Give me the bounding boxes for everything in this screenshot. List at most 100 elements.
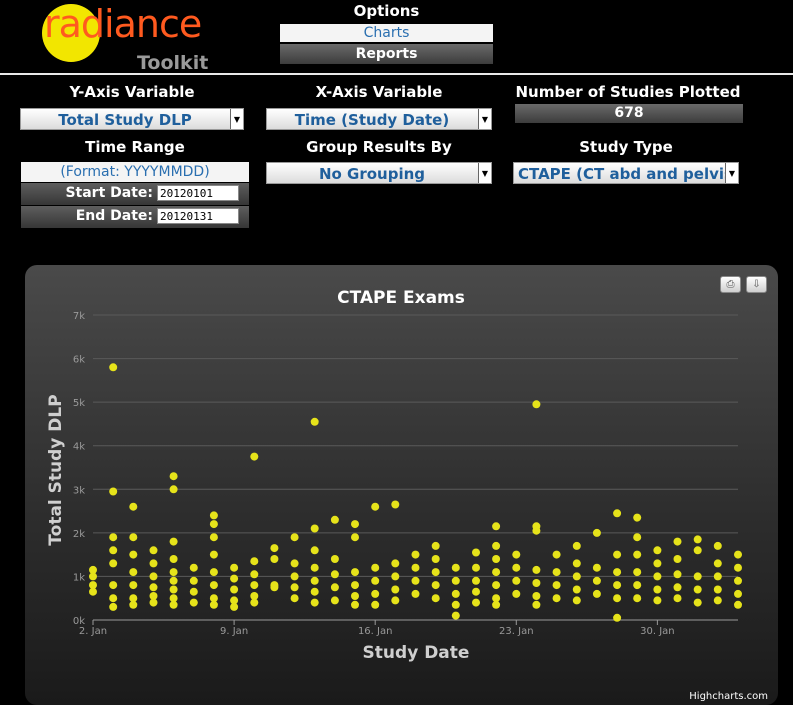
start-date-input[interactable] xyxy=(157,185,239,201)
y-axis-select[interactable]: Total Study DLP ▼ xyxy=(20,108,244,130)
data-point[interactable] xyxy=(451,589,460,598)
data-point[interactable] xyxy=(209,511,218,520)
data-point[interactable] xyxy=(250,452,259,461)
data-point[interactable] xyxy=(472,576,480,585)
data-point[interactable] xyxy=(209,568,218,577)
data-point[interactable] xyxy=(189,563,198,572)
data-point[interactable] xyxy=(109,559,118,568)
data-point[interactable] xyxy=(109,581,118,590)
data-point[interactable] xyxy=(169,568,178,577)
data-point[interactable] xyxy=(391,572,400,581)
data-point[interactable] xyxy=(109,533,118,542)
data-point[interactable] xyxy=(129,600,138,609)
data-point[interactable] xyxy=(451,563,460,572)
data-point[interactable] xyxy=(592,563,601,572)
data-point[interactable] xyxy=(109,594,118,603)
data-point[interactable] xyxy=(613,568,622,577)
data-point[interactable] xyxy=(109,602,118,611)
data-point[interactable] xyxy=(310,598,319,607)
data-point[interactable] xyxy=(371,589,380,598)
data-point[interactable] xyxy=(633,550,642,559)
data-point[interactable] xyxy=(673,570,682,579)
data-point[interactable] xyxy=(633,581,642,590)
data-point[interactable] xyxy=(330,570,339,579)
data-point[interactable] xyxy=(169,576,178,585)
highcharts-credit[interactable]: Highcharts.com xyxy=(689,691,768,702)
data-point[interactable] xyxy=(250,581,259,590)
data-point[interactable] xyxy=(230,602,239,611)
data-point[interactable] xyxy=(431,568,440,577)
data-point[interactable] xyxy=(713,585,722,594)
data-point[interactable] xyxy=(330,555,339,563)
data-point[interactable] xyxy=(734,600,742,609)
data-point[interactable] xyxy=(492,555,501,563)
data-point[interactable] xyxy=(431,555,440,563)
data-point[interactable] xyxy=(613,509,622,518)
data-point[interactable] xyxy=(512,589,521,598)
data-point[interactable] xyxy=(310,417,319,426)
data-point[interactable] xyxy=(351,581,359,590)
data-point[interactable] xyxy=(492,568,501,577)
data-point[interactable] xyxy=(532,565,541,574)
data-point[interactable] xyxy=(89,572,97,581)
data-point[interactable] xyxy=(633,533,642,542)
data-point[interactable] xyxy=(572,596,581,605)
data-point[interactable] xyxy=(532,592,541,600)
data-point[interactable] xyxy=(209,550,218,559)
data-point[interactable] xyxy=(552,568,561,577)
data-point[interactable] xyxy=(129,581,138,590)
charts-menu-item[interactable]: Charts xyxy=(280,24,493,42)
data-point[interactable] xyxy=(451,576,460,585)
data-point[interactable] xyxy=(411,550,420,559)
data-point[interactable] xyxy=(89,565,97,574)
data-point[interactable] xyxy=(230,574,239,583)
data-point[interactable] xyxy=(592,576,601,585)
data-point[interactable] xyxy=(189,576,198,585)
data-point[interactable] xyxy=(492,581,501,590)
data-point[interactable] xyxy=(653,559,662,568)
data-point[interactable] xyxy=(189,598,198,607)
data-point[interactable] xyxy=(270,555,279,563)
data-point[interactable] xyxy=(169,472,178,481)
data-point[interactable] xyxy=(592,528,601,537)
data-point[interactable] xyxy=(209,594,218,603)
data-point[interactable] xyxy=(713,559,722,568)
data-point[interactable] xyxy=(713,541,722,550)
data-point[interactable] xyxy=(169,537,178,546)
data-point[interactable] xyxy=(572,559,581,568)
data-point[interactable] xyxy=(391,596,400,605)
data-point[interactable] xyxy=(310,546,319,555)
data-point[interactable] xyxy=(149,559,158,568)
data-point[interactable] xyxy=(270,583,279,592)
reports-menu-item[interactable]: Reports xyxy=(280,44,493,64)
data-point[interactable] xyxy=(693,546,702,555)
data-point[interactable] xyxy=(250,592,259,600)
data-point[interactable] xyxy=(250,570,259,579)
data-point[interactable] xyxy=(693,585,702,594)
data-point[interactable] xyxy=(89,581,97,590)
data-point[interactable] xyxy=(693,572,702,581)
data-point[interactable] xyxy=(290,533,299,542)
data-point[interactable] xyxy=(149,583,158,592)
data-point[interactable] xyxy=(572,572,581,581)
data-point[interactable] xyxy=(713,572,722,581)
data-point[interactable] xyxy=(613,594,622,603)
data-point[interactable] xyxy=(391,500,400,509)
data-point[interactable] xyxy=(310,587,319,596)
data-point[interactable] xyxy=(351,600,359,609)
data-point[interactable] xyxy=(310,563,319,572)
data-point[interactable] xyxy=(371,576,380,585)
data-point[interactable] xyxy=(512,563,521,572)
data-point[interactable] xyxy=(552,594,561,603)
data-point[interactable] xyxy=(713,596,722,605)
data-point[interactable] xyxy=(189,587,198,596)
data-point[interactable] xyxy=(734,589,742,598)
data-point[interactable] xyxy=(734,563,742,572)
data-point[interactable] xyxy=(149,598,158,607)
data-point[interactable] xyxy=(129,533,138,542)
data-point[interactable] xyxy=(411,576,420,585)
study-type-select[interactable]: CTAPE (CT abd and pelvis ▼ xyxy=(513,162,739,184)
data-point[interactable] xyxy=(613,550,622,559)
data-point[interactable] xyxy=(209,520,218,529)
data-point[interactable] xyxy=(129,568,138,577)
